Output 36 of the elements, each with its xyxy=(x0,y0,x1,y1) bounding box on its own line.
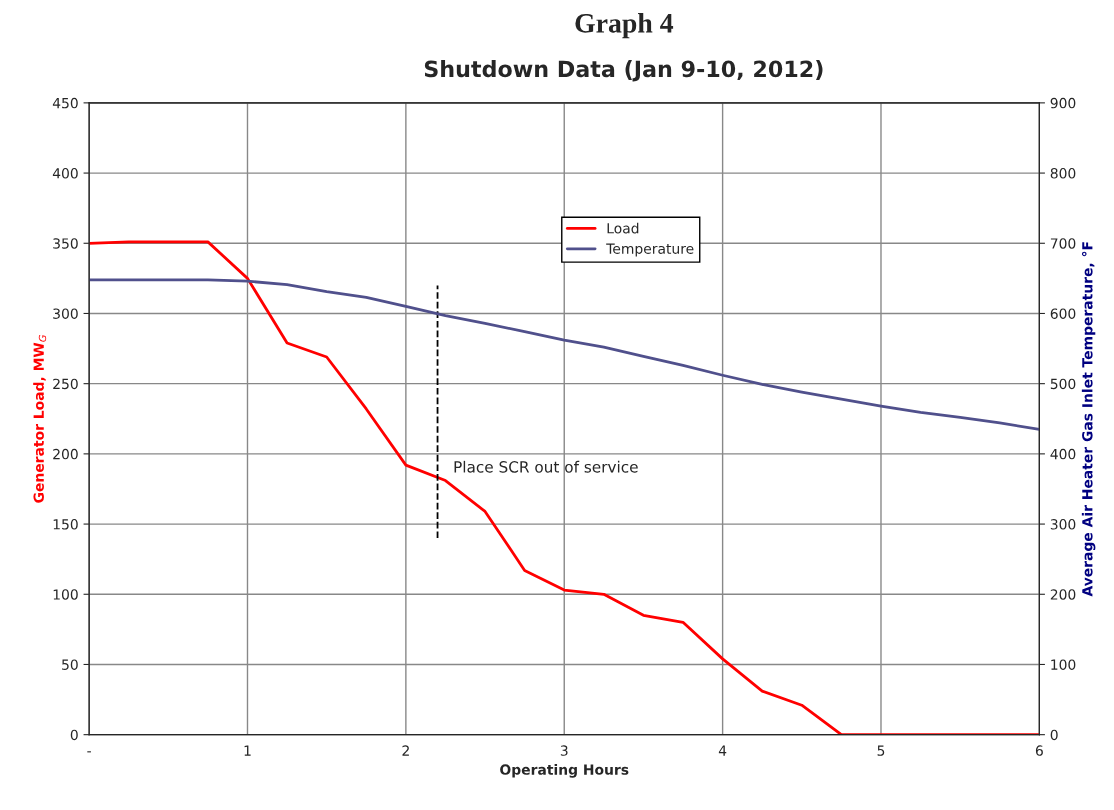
annotation: Place SCR out of service xyxy=(454,460,638,473)
y-tick-label: 400 xyxy=(52,168,78,179)
y-tick-label: 250 xyxy=(53,378,78,390)
x-tick-label: - xyxy=(87,751,91,753)
legend-label: Load xyxy=(607,222,639,234)
line-series xyxy=(89,278,1040,431)
y-tick-label: 50 xyxy=(62,659,78,670)
y-tick-label: 0 xyxy=(70,729,78,741)
y2-tick-label: 200 xyxy=(1050,589,1076,600)
legend-label: Temperature xyxy=(606,243,694,257)
y2-tick-label: 100 xyxy=(1051,659,1076,670)
y-tick-label: 300 xyxy=(53,308,78,319)
chart-title: Graph 4 xyxy=(575,13,674,39)
x-tick-label: 6 xyxy=(1035,745,1043,756)
y-axis-title: Generator Load, MW$_{G}$ xyxy=(33,335,47,503)
x-tick-label: 1 xyxy=(244,745,251,756)
x-tick-label: 2 xyxy=(402,745,409,756)
y-tick-label: 350 xyxy=(53,238,78,249)
chart-subtitle: Shutdown Data (Jan 9-10, 2012) xyxy=(424,60,823,82)
y2-tick-label: 500 xyxy=(1050,378,1076,390)
y2-axis-title: Average Air Heater Gas Inlet Temperature, °F xyxy=(1081,242,1096,597)
y2-tick-label: 0 xyxy=(1050,729,1058,741)
y-tick-label: 100 xyxy=(53,589,78,600)
x-axis-title: Operating Hours xyxy=(500,764,629,778)
y-tick-label: 150 xyxy=(53,519,78,530)
y-tick-label: 200 xyxy=(53,448,78,460)
y2-tick-label: 400 xyxy=(1050,448,1076,460)
y2-tick-label: 700 xyxy=(1050,238,1076,249)
y2-tick-label: 600 xyxy=(1050,308,1076,319)
y-tick-label: 450 xyxy=(52,97,78,109)
x-tick-label: 4 xyxy=(718,745,727,756)
y2-tick-label: 300 xyxy=(1050,519,1076,530)
x-tick-label: 5 xyxy=(877,745,885,756)
y2-tick-label: 900 xyxy=(1050,97,1076,109)
x-tick-label: 3 xyxy=(560,745,568,756)
y2-tick-label: 800 xyxy=(1050,168,1076,179)
